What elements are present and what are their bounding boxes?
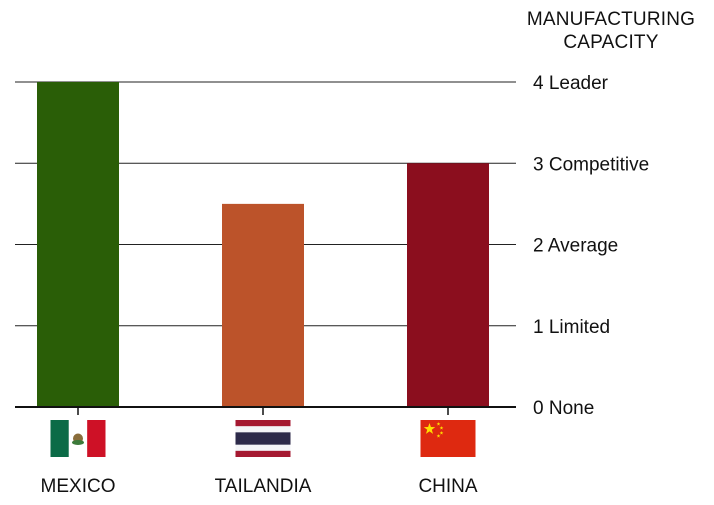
y-tick-label: 0 None [533, 398, 594, 419]
china-flag-icon [420, 420, 476, 457]
thailand-flag-icon [235, 420, 291, 457]
bar-china [407, 163, 489, 407]
y-tick-label: 3 Competitive [533, 154, 649, 175]
x-tick-label: CHINA [418, 476, 477, 497]
bar-tailandia [222, 203, 304, 407]
y-tick-label: 2 Average [533, 236, 618, 257]
bar-mexico [37, 82, 119, 407]
mexico-flag-icon [50, 420, 106, 457]
y-axis-title: MANUFACTURING CAPACITY [526, 9, 696, 53]
y-tick-label: 4 Leader [533, 73, 609, 94]
y-tick-label: 1 Limited [533, 317, 610, 338]
x-tick-label: MEXICO [41, 476, 116, 497]
x-tick-label: TAILANDIA [215, 476, 312, 497]
